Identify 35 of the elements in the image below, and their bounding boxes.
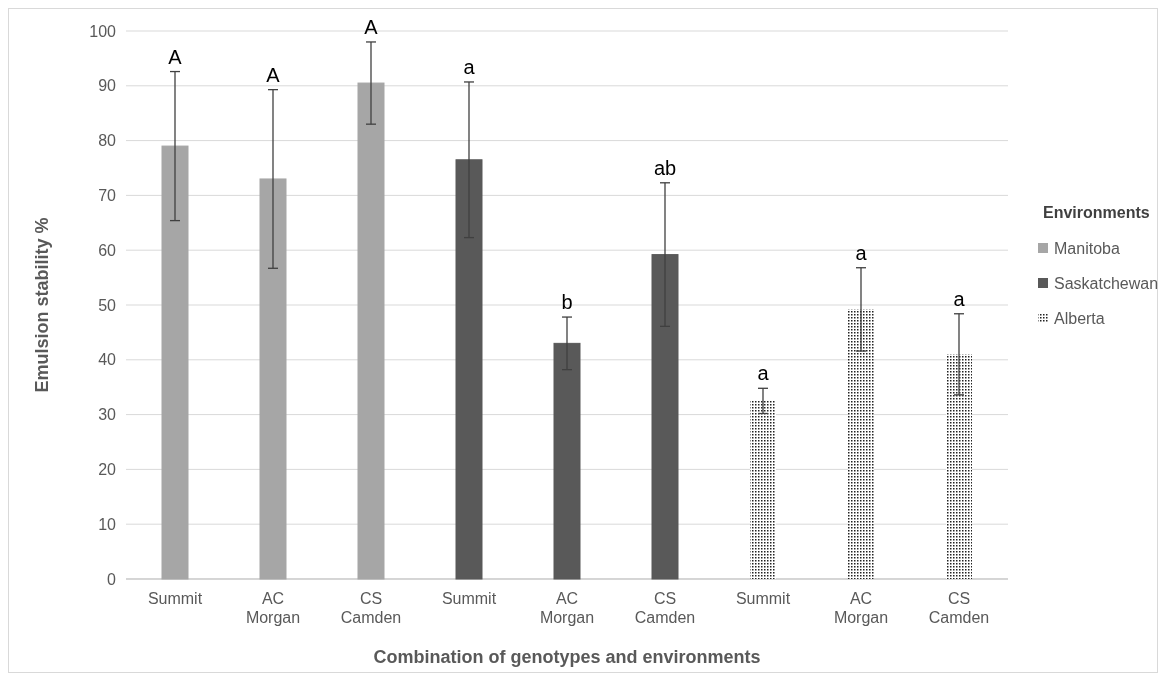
annotation: a (757, 362, 770, 385)
legend-label: Saskatchewan (1054, 274, 1159, 292)
annotation: A (266, 63, 281, 86)
x-tick-label: CS Camden (634, 590, 696, 626)
y-tick-label: 20 (98, 461, 117, 478)
y-tick-label: 70 (98, 187, 117, 204)
x-tick-label: AC Morgan (539, 590, 595, 626)
x-tick-label: Summit (441, 590, 497, 607)
x-tick-label: AC Morgan (833, 590, 889, 626)
annotation: a (463, 55, 476, 78)
annotation: b (561, 291, 573, 314)
y-axis-title: Emulsion stability % (32, 217, 52, 393)
legend-title: Environments (1043, 204, 1150, 221)
y-tick-label: 30 (98, 406, 117, 424)
legend-label: Manitoba (1054, 239, 1120, 257)
y-tick-label: 80 (98, 132, 117, 150)
y-tick-label: 90 (98, 77, 117, 95)
x-tick-label: CS Camden (340, 590, 402, 626)
annotation: A (364, 15, 379, 38)
x-tick-label: Summit (735, 590, 791, 607)
annotation: ab (653, 156, 677, 179)
y-tick-label: 10 (98, 515, 117, 533)
annotation: a (855, 241, 868, 264)
x-tick-label: Summit (147, 590, 203, 607)
y-tick-label: 60 (98, 241, 117, 259)
y-tick-label: 100 (89, 22, 117, 40)
x-tick-label: CS Camden (928, 590, 990, 626)
y-tick-label: 50 (98, 296, 117, 314)
x-axis-title: Combination of genotypes and environments (373, 647, 761, 667)
y-tick-label: 40 (98, 351, 117, 369)
x-tick-label: AC Morgan (245, 590, 301, 626)
y-tick-label: 0 (107, 570, 117, 588)
legend-label: Alberta (1054, 309, 1105, 327)
annotation: A (168, 45, 183, 68)
annotation: a (953, 287, 966, 310)
